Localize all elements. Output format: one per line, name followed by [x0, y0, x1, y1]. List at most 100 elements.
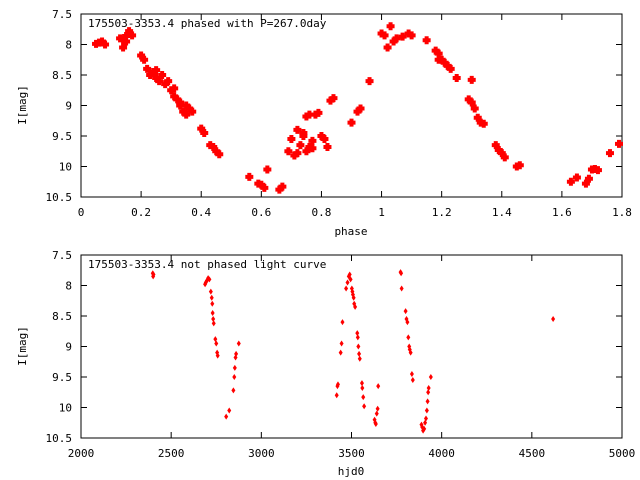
data-point [407, 31, 416, 40]
data-point [338, 349, 343, 356]
x-tick-label: 1.8 [612, 206, 632, 219]
data-point [296, 141, 305, 150]
y-tick-label: 7.5 [52, 8, 72, 21]
data-point [188, 107, 197, 116]
data-point [422, 425, 427, 432]
data-point [409, 370, 414, 377]
data-point [428, 374, 433, 380]
data-point [373, 420, 378, 427]
data-point [210, 300, 215, 307]
data-point [398, 32, 407, 41]
data-point [231, 387, 236, 394]
data-point [293, 149, 302, 158]
data-point [572, 173, 581, 182]
data-point [305, 110, 314, 119]
data-point [340, 319, 345, 326]
data-point [467, 75, 476, 84]
data-point [392, 34, 401, 43]
data-point [605, 149, 614, 158]
data-point [357, 350, 362, 357]
y-tick-label: 10 [59, 161, 72, 174]
data-point [406, 334, 411, 341]
data-point [170, 84, 179, 93]
data-point [551, 316, 556, 323]
x-tick-label: 2000 [68, 447, 95, 460]
data-point [323, 142, 332, 151]
x-tick-label: 0.8 [312, 206, 332, 219]
x-axis-label: phase [334, 225, 367, 238]
data-point [446, 64, 455, 73]
data-point [347, 271, 352, 278]
y-tick-label: 9.5 [52, 371, 72, 384]
data-point [356, 104, 365, 113]
data-point [200, 128, 209, 137]
data-point [278, 182, 287, 191]
x-tick-label: 3000 [248, 447, 275, 460]
data-point [359, 380, 364, 387]
data-point [211, 316, 216, 323]
data-point [356, 343, 361, 350]
data-point [376, 383, 381, 390]
data-point [479, 119, 488, 128]
data-point [214, 340, 219, 347]
data-point [375, 405, 380, 412]
data-point [362, 403, 367, 410]
data-point [164, 77, 173, 86]
y-tick-label: 8 [65, 39, 72, 52]
y-tick-label: 9 [65, 341, 72, 354]
unphased-light-curve-panel: 175503-3353.4 not phased light curve hjd… [16, 249, 635, 478]
data-point [452, 74, 461, 83]
data-point [399, 285, 404, 292]
y-tick-label: 7.5 [52, 249, 72, 262]
data-point [299, 128, 308, 137]
y-tick-label: 10.5 [46, 191, 73, 204]
data-point [334, 392, 339, 399]
data-point [245, 172, 254, 181]
data-point [128, 31, 137, 40]
data-point [224, 413, 229, 420]
data-point [566, 177, 575, 186]
data-point [422, 36, 431, 45]
data-point [386, 22, 395, 31]
data-point [470, 104, 479, 113]
data-point [215, 150, 224, 159]
data-point [211, 320, 216, 327]
data-point [399, 270, 404, 277]
data-point [467, 98, 476, 107]
data-point [410, 377, 415, 384]
data-point [143, 64, 152, 73]
y-tick-label: 9 [65, 100, 72, 113]
data-point [308, 136, 317, 145]
data-point [284, 147, 293, 156]
y-tick-label: 10 [59, 402, 72, 415]
phased-light-curve-panel: 175503-3353.4 phased with P=267.0day pha… [16, 8, 632, 238]
axis-ticks: 2000 2500 3000 3500 4000 4500 5000 7.5 8 8.5 9 9.5 1… [46, 249, 636, 460]
data-point [405, 319, 410, 326]
data-point [383, 43, 392, 52]
data-point [119, 43, 128, 52]
data-point [314, 108, 323, 117]
x-tick-label: 3500 [338, 447, 365, 460]
data-point [215, 352, 220, 359]
y-tick-label: 8.5 [52, 310, 72, 323]
data-point [365, 77, 374, 86]
data-point [348, 276, 353, 283]
data-point [293, 125, 302, 134]
data-point [345, 279, 350, 286]
data-point [208, 288, 213, 295]
data-point [351, 294, 356, 301]
data-point [122, 37, 131, 46]
x-tick-label: 2500 [158, 447, 185, 460]
axis-ticks: 0 0.2 0.4 0.6 0.8 1 1.2 1.4 1.6 1.8 7.5 8 8.5 9 9.5 10 1… [46, 8, 632, 219]
data-point [355, 334, 360, 341]
data-point [260, 183, 269, 192]
data-point [424, 407, 429, 414]
x-tick-label: 0.4 [191, 206, 211, 219]
x-tick-label: 0 [78, 206, 85, 219]
x-tick-label: 5000 [609, 447, 636, 460]
data-point [426, 389, 431, 396]
data-point [360, 384, 365, 391]
data-point [347, 118, 356, 127]
data-point [263, 165, 272, 174]
